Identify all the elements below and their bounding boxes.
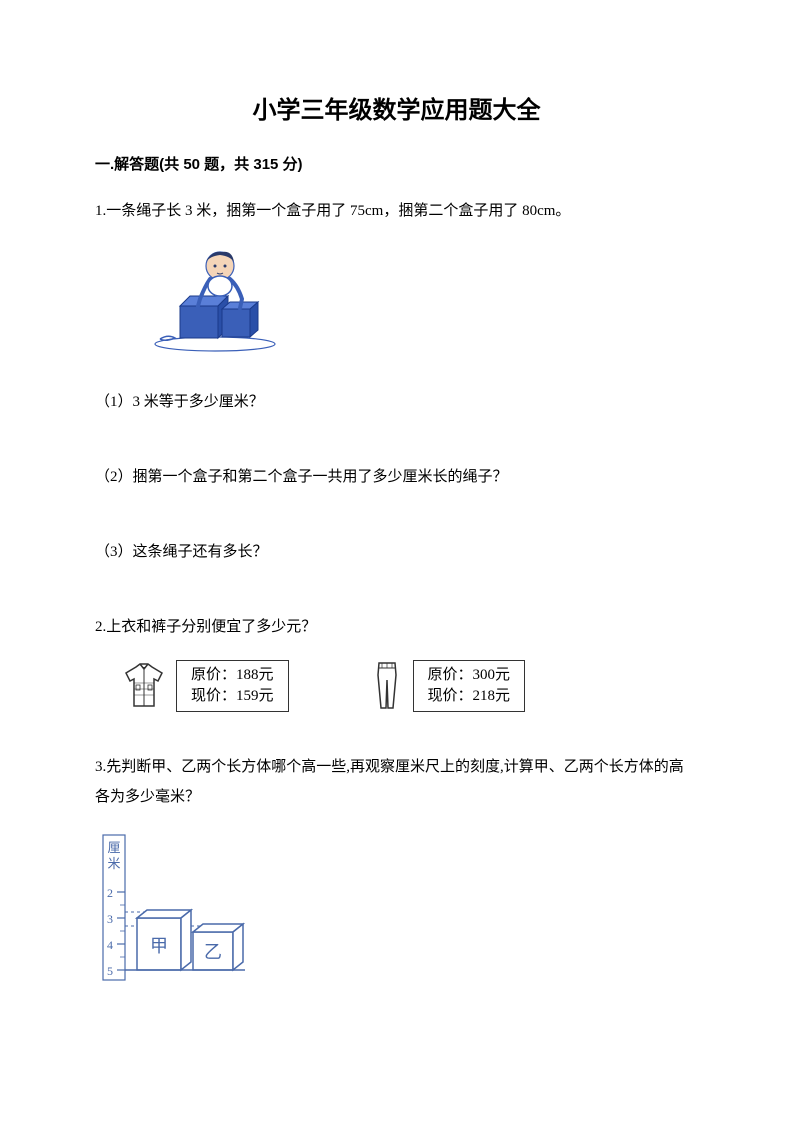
q3-illustration: 厘 米 2 3 4 5 甲 乙 <box>95 830 698 990</box>
section-header: 一.解答题(共 50 题，共 315 分) <box>95 153 698 174</box>
box-b-label: 乙 <box>204 942 222 962</box>
ruler-unit-2: 米 <box>107 856 120 871</box>
pants-now-label: 现价： <box>428 688 473 704</box>
shirt-now-label: 现价： <box>191 688 236 704</box>
question-3: 3.先判断甲、乙两个长方体哪个高一些,再观察厘米尺上的刻度,计算甲、乙两个长方体… <box>95 752 698 812</box>
pants-item: 原价：300元 现价：218元 <box>369 660 526 712</box>
shirt-now-value: 159元 <box>236 688 274 704</box>
pants-icon <box>369 660 405 712</box>
tick-2: 2 <box>107 886 113 900</box>
q1-illustration <box>150 244 698 359</box>
tick-3: 3 <box>107 912 113 926</box>
pants-price-box: 原价：300元 现价：218元 <box>413 660 526 712</box>
shirt-orig-value: 188元 <box>236 667 274 683</box>
shirt-item: 原价：188元 现价：159元 <box>120 660 289 712</box>
question-1: 1.一条绳子长 3 米，捆第一个盒子用了 75cm，捆第二个盒子用了 80cm。 <box>95 196 698 226</box>
shirt-orig-label: 原价： <box>191 667 236 683</box>
q1-sub1: （1）3 米等于多少厘米？ <box>95 387 698 417</box>
q2-prices: 原价：188元 现价：159元 原价：300元 现价：218元 <box>120 660 698 712</box>
pants-orig-value: 300元 <box>473 667 511 683</box>
box-a-label: 甲 <box>150 936 168 956</box>
pants-now-value: 218元 <box>473 688 511 704</box>
ruler-unit-1: 厘 <box>107 840 120 855</box>
shirt-icon <box>120 661 168 711</box>
pants-orig-label: 原价： <box>428 667 473 683</box>
q1-sub2: （2）捆第一个盒子和第二个盒子一共用了多少厘米长的绳子？ <box>95 462 698 492</box>
shirt-price-box: 原价：188元 现价：159元 <box>176 660 289 712</box>
q1-sub3: （3）这条绳子还有多长？ <box>95 537 698 567</box>
question-2: 2.上衣和裤子分别便宜了多少元？ <box>95 612 698 642</box>
tick-5: 5 <box>107 964 113 978</box>
page-title: 小学三年级数学应用题大全 <box>95 90 698 125</box>
tick-4: 4 <box>107 938 113 952</box>
